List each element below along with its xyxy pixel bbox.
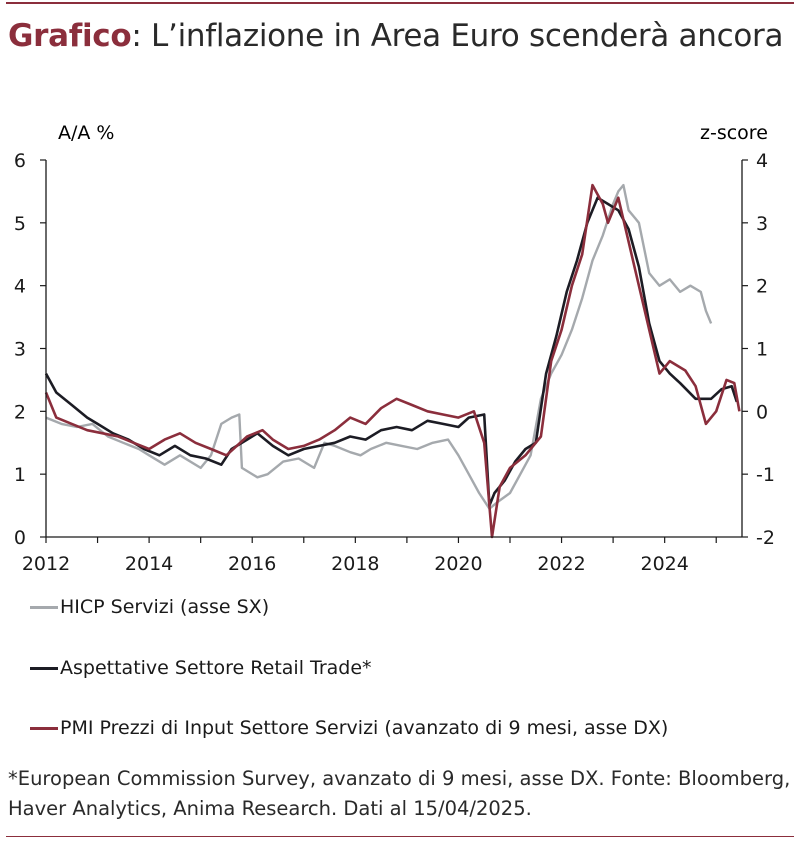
axis-layer: 0 1 2 3 4 5 6 -2 -1 0 1 2 3 4 2012 2014 2016 2018 2020 2022… — [14, 150, 775, 575]
legend-item-retail: Aspettative Settore Retail Trade* — [30, 657, 372, 679]
title-text: : L’inflazione in Area Euro scenderà anc… — [131, 18, 784, 54]
right-y-tick-label: 1 — [756, 339, 768, 361]
series-line-hicp-servizi — [45, 183, 713, 510]
left-y-tick-label: 5 — [14, 213, 26, 235]
x-tick-label: 2014 — [125, 553, 173, 575]
series-line-aspettative-retail — [44, 196, 739, 507]
legend-item-hicp: HICP Servizi (asse SX) — [30, 596, 269, 618]
left-y-tick-label: 3 — [14, 339, 26, 361]
right-y-tick-label: 2 — [756, 276, 768, 298]
left-axis-label: A/A % — [58, 122, 115, 144]
left-y-tick-label: 0 — [14, 527, 26, 549]
x-tick-label: 2018 — [331, 553, 379, 575]
right-axis-label: z-score — [700, 122, 768, 144]
left-y-tick-label: 4 — [14, 276, 26, 298]
legend-item-pmi: PMI Prezzi di Input Settore Servizi (ava… — [30, 717, 668, 739]
footnote: *European Commission Survey, avanzato di… — [8, 767, 791, 820]
x-tick-label: 2016 — [228, 553, 276, 575]
x-tick-label: 2024 — [640, 553, 688, 575]
x-tick-label: 2012 — [22, 553, 70, 575]
legend-label-pmi: PMI Prezzi di Input Settore Servizi (ava… — [60, 717, 669, 739]
title-prefix: Grafico — [8, 18, 132, 54]
left-y-tick-label: 1 — [14, 464, 26, 486]
legend-swatch-pmi — [30, 726, 58, 730]
x-tick-label: 2022 — [537, 553, 585, 575]
x-tick-label: 2020 — [434, 553, 482, 575]
top-rule — [6, 2, 794, 4]
series-line-pmi-prezzi-input — [44, 183, 741, 539]
legend-label-retail: Aspettative Settore Retail Trade* — [60, 657, 372, 679]
right-y-tick-label: 3 — [756, 213, 768, 235]
legend-label-hicp: HICP Servizi (asse SX) — [60, 596, 270, 618]
bottom-rule — [6, 836, 794, 837]
left-y-tick-label: 6 — [14, 150, 26, 172]
series-layer — [44, 183, 741, 539]
right-y-tick-label: -2 — [756, 527, 775, 549]
right-y-tick-label: 4 — [756, 150, 768, 172]
legend-swatch-hicp — [30, 605, 58, 609]
right-y-tick-label: 0 — [756, 401, 768, 423]
left-y-tick-label: 2 — [14, 401, 26, 423]
chart-title: Grafico: L’inflazione in Area Euro scend… — [8, 18, 783, 54]
legend-swatch-retail — [30, 666, 58, 670]
right-y-tick-label: -1 — [756, 464, 775, 486]
line-chart: A/A % z-score 0 1 2 3 4 5 6 -2 -1 0 1 2 3 4 2012 2014 20… — [14, 122, 775, 575]
